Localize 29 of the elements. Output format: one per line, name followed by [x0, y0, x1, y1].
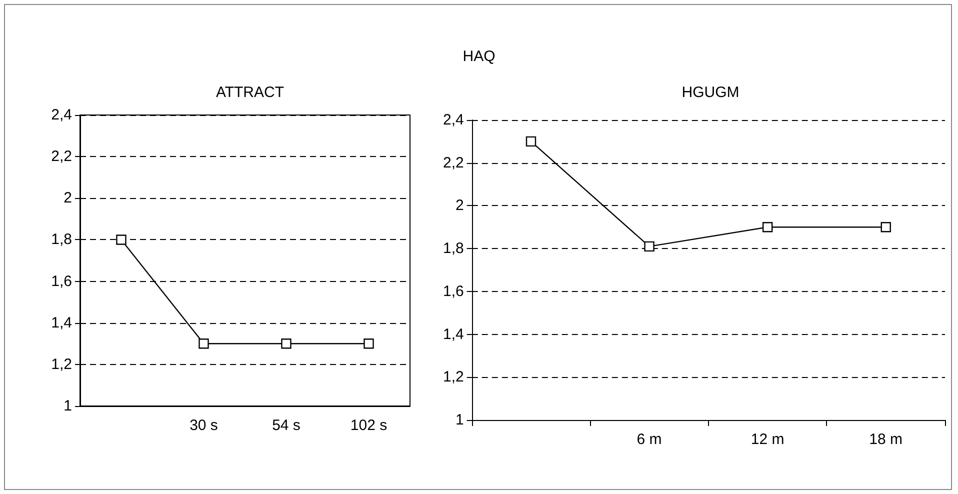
y-tick-label: 1 [456, 412, 464, 428]
y-tick-label: 2 [64, 190, 72, 207]
y-tick-label: 1,8 [442, 240, 464, 258]
y-tick-label: 2 [456, 197, 464, 214]
y-tick-label: 2,4 [51, 106, 72, 124]
point [644, 241, 654, 252]
point [880, 222, 891, 232]
y-tick-label: 1,4 [51, 314, 72, 332]
chart-title: ATTRACT [216, 84, 284, 101]
x-tick-label: 6 m [636, 431, 662, 448]
point [526, 136, 536, 147]
y-tick-label: 2,4 [442, 112, 464, 128]
y-tick-label: 2,2 [51, 148, 72, 166]
y-tick-label: 1,4 [442, 326, 464, 343]
y-tick-label: 1,6 [442, 282, 464, 300]
y-tick-label: 1,2 [51, 356, 72, 373]
x-tick-label: 12 m [750, 431, 784, 448]
chart-title: HGUGM [682, 84, 740, 101]
x-tick-label: 54 s [272, 417, 300, 434]
point [762, 222, 773, 232]
x-tick-label: 30 s [190, 417, 218, 434]
y-tick-label: 1,2 [442, 368, 464, 386]
y-tick-label: 1 [64, 398, 72, 414]
y-tick-label: 1,8 [51, 231, 72, 248]
text: HAQ [462, 48, 496, 65]
x-tick-label: 102 s [350, 417, 388, 434]
y-tick-label: 1,6 [51, 272, 72, 290]
y-tick-label: 2,2 [442, 154, 464, 172]
x-tick-label: 18 m [869, 431, 903, 448]
